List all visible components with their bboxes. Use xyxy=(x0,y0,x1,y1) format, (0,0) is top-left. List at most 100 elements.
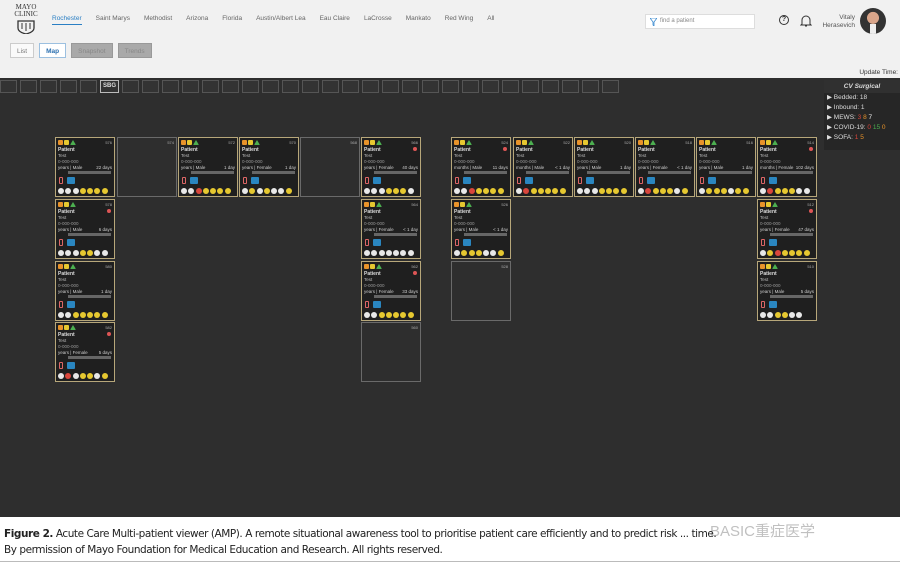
status-circle-icon[interactable] xyxy=(385,188,392,194)
view-button-snapshot[interactable]: Snapshot xyxy=(71,43,113,58)
status-circle-icon[interactable] xyxy=(217,188,224,194)
status-circle-icon[interactable] xyxy=(638,188,644,194)
alert-dot-icon[interactable] xyxy=(107,209,111,213)
nav-tab[interactable]: Mankato xyxy=(405,15,431,22)
status-circle-icon[interactable] xyxy=(789,312,796,318)
status-circle-icon[interactable] xyxy=(58,373,64,379)
nav-tab[interactable]: All xyxy=(487,15,495,22)
status-circle-icon[interactable] xyxy=(559,188,566,194)
patient-card[interactable]: 510 Patient Test 0-000-000 years | Male 5 day… xyxy=(757,261,817,321)
empty-bed-card[interactable]: 528 xyxy=(451,261,511,321)
status-circle-icon[interactable] xyxy=(537,188,544,194)
status-circle-icon[interactable] xyxy=(364,312,370,318)
status-circle-icon[interactable] xyxy=(393,250,400,256)
status-circle-icon[interactable] xyxy=(667,188,674,194)
status-circle-icon[interactable] xyxy=(181,188,187,194)
patient-card[interactable]: 526 Patient Test 0-000-000 years | Male < 1 d… xyxy=(451,199,511,259)
status-circle-icon[interactable] xyxy=(400,250,407,256)
status-circle-icon[interactable] xyxy=(224,188,231,194)
status-circle-icon[interactable] xyxy=(188,188,195,194)
status-circle-icon[interactable] xyxy=(407,250,414,256)
status-circle-icon[interactable] xyxy=(475,188,482,194)
status-circle-icon[interactable] xyxy=(699,188,705,194)
status-circle-icon[interactable] xyxy=(789,188,796,194)
find-patient-input[interactable]: find a patient xyxy=(645,14,755,29)
status-circle-icon[interactable] xyxy=(645,188,652,194)
status-circle-icon[interactable] xyxy=(242,188,248,194)
status-circle-icon[interactable] xyxy=(735,188,742,194)
status-circle-icon[interactable] xyxy=(65,250,72,256)
status-circle-icon[interactable] xyxy=(523,188,530,194)
patient-card[interactable]: 566 Patient Test 0-000-000 years | Female 40 … xyxy=(361,137,421,197)
nav-tab[interactable]: Methodist xyxy=(143,15,173,22)
status-circle-icon[interactable] xyxy=(79,250,86,256)
nav-tab[interactable]: Eau Claire xyxy=(319,15,350,22)
status-circle-icon[interactable] xyxy=(101,312,108,318)
status-circle-icon[interactable] xyxy=(79,188,86,194)
status-circle-icon[interactable] xyxy=(760,312,766,318)
patient-card[interactable]: 564 Patient Test 0-000-000 years | Female < 1… xyxy=(361,199,421,259)
nav-tab[interactable]: Red Wing xyxy=(444,15,474,22)
mews-summary[interactable]: ▶ MEWS: 3 8 7 xyxy=(824,113,900,123)
unit-tab[interactable] xyxy=(182,80,200,93)
status-circle-icon[interactable] xyxy=(249,188,256,194)
status-circle-icon[interactable] xyxy=(483,250,490,256)
unit-tab[interactable] xyxy=(60,80,77,93)
status-circle-icon[interactable] xyxy=(796,188,803,194)
status-circle-icon[interactable] xyxy=(598,188,605,194)
bedded-count[interactable]: ▶ Bedded: 18 xyxy=(827,94,868,101)
status-circle-icon[interactable] xyxy=(263,188,270,194)
alert-dot-icon[interactable] xyxy=(809,147,813,151)
unit-tab[interactable] xyxy=(322,80,340,93)
status-circle-icon[interactable] xyxy=(461,250,468,256)
unit-tab[interactable] xyxy=(142,80,160,93)
alert-dot-icon[interactable] xyxy=(503,147,507,151)
status-circle-icon[interactable] xyxy=(803,188,810,194)
unit-tab[interactable] xyxy=(0,80,17,93)
patient-card[interactable]: 572 Patient Test 0-000-000 years | Male 1 day xyxy=(178,137,238,197)
patient-card[interactable]: 524 Patient Test 0-000-000 months | Male 11 d… xyxy=(451,137,511,197)
status-circle-icon[interactable] xyxy=(101,250,108,256)
status-circle-icon[interactable] xyxy=(728,188,735,194)
status-circle-icon[interactable] xyxy=(256,188,263,194)
unit-tab[interactable] xyxy=(502,80,520,93)
status-circle-icon[interactable] xyxy=(65,188,72,194)
nav-tab[interactable]: LaCrosse xyxy=(363,15,392,22)
covid-summary[interactable]: ▶ COVID-19: 0 15 0 xyxy=(824,123,900,133)
unit-tab[interactable] xyxy=(202,80,220,93)
empty-bed-card[interactable]: 568 xyxy=(300,137,360,197)
status-circle-icon[interactable] xyxy=(371,250,378,256)
unit-tab[interactable] xyxy=(302,80,320,93)
patient-card[interactable]: 580 Patient Test 0-000-000 years | Male 1 day xyxy=(55,261,115,321)
patient-card[interactable]: 576 Patient Test 0-000-000 years | Male 22 da… xyxy=(55,137,115,197)
unit-tab[interactable] xyxy=(602,80,620,93)
alert-dot-icon[interactable] xyxy=(809,209,813,213)
status-circle-icon[interactable] xyxy=(796,312,803,318)
unit-tab[interactable] xyxy=(122,80,140,93)
help-icon[interactable]: ? xyxy=(779,15,789,25)
patient-card[interactable]: 522 Patient Test 0-000-000 months | Male < 1 … xyxy=(513,137,573,197)
status-circle-icon[interactable] xyxy=(371,188,378,194)
status-circle-icon[interactable] xyxy=(591,188,598,194)
status-circle-icon[interactable] xyxy=(72,312,79,318)
patient-card[interactable]: 578 Patient Test 0-000-000 years | Male 6 day… xyxy=(55,199,115,259)
status-circle-icon[interactable] xyxy=(767,312,774,318)
view-button-trends[interactable]: Trends xyxy=(117,43,152,58)
unit-tab[interactable] xyxy=(162,80,180,93)
alert-dot-icon[interactable] xyxy=(107,332,111,336)
status-circle-icon[interactable] xyxy=(364,188,370,194)
status-circle-icon[interactable] xyxy=(400,188,407,194)
status-circle-icon[interactable] xyxy=(79,373,86,379)
view-button-map[interactable]: Map xyxy=(39,43,67,58)
unit-tab[interactable]: SBG xyxy=(100,80,120,93)
unit-tab[interactable] xyxy=(80,80,97,93)
status-circle-icon[interactable] xyxy=(58,312,64,318)
status-circle-icon[interactable] xyxy=(497,250,504,256)
status-circle-icon[interactable] xyxy=(87,312,94,318)
status-circle-icon[interactable] xyxy=(720,188,727,194)
status-circle-icon[interactable] xyxy=(468,250,475,256)
empty-bed-card[interactable]: 574 xyxy=(117,137,177,197)
status-circle-icon[interactable] xyxy=(378,250,385,256)
status-circle-icon[interactable] xyxy=(87,250,94,256)
nav-tab[interactable]: Arizona xyxy=(186,15,209,22)
